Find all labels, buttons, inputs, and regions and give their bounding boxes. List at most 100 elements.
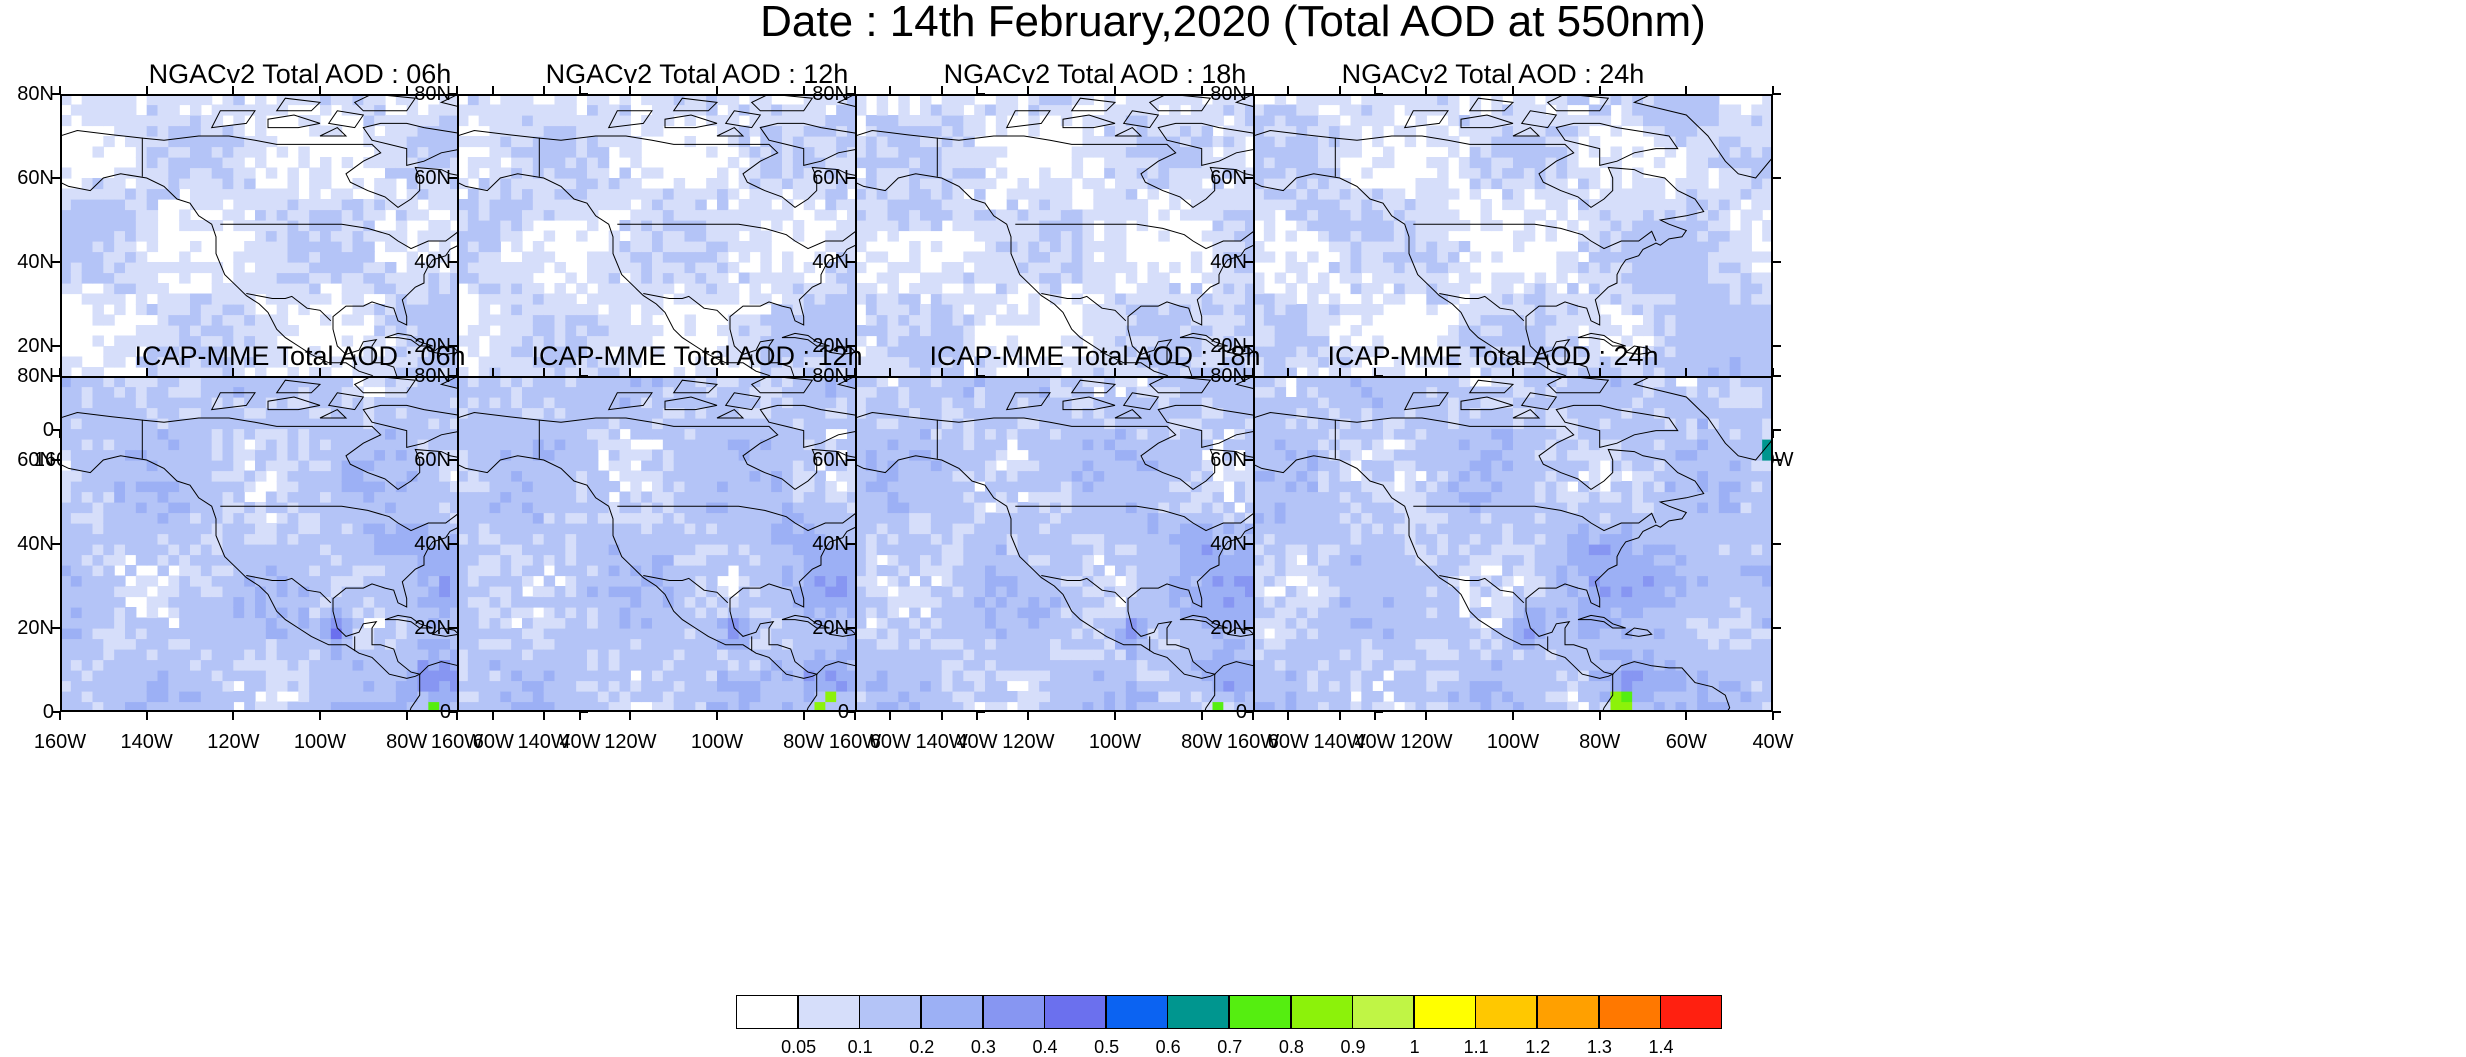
- aod-cell: [706, 262, 717, 273]
- aod-cell: [942, 199, 953, 210]
- aod-cell: [652, 262, 663, 273]
- aod-cell: [1083, 304, 1094, 315]
- aod-cell: [1072, 273, 1083, 284]
- aod-cell: [277, 231, 288, 242]
- aod-cell: [1050, 199, 1061, 210]
- aod-cell: [320, 231, 331, 242]
- aod-cell: [320, 252, 331, 263]
- aod-cell: [255, 252, 266, 263]
- aod-cell: [1286, 210, 1297, 221]
- aod-cell: [750, 220, 761, 231]
- aod-cell: [760, 231, 771, 242]
- aod-cell: [93, 231, 104, 242]
- aod-cell: [587, 199, 598, 210]
- aod-cell: [1383, 199, 1394, 210]
- aod-cell: [555, 96, 566, 105]
- aod-cell: [576, 210, 587, 221]
- aod-cell: [565, 96, 576, 105]
- aod-cell: [931, 189, 942, 200]
- aod-cell: [479, 157, 490, 168]
- aod-cell: [114, 178, 125, 189]
- aod-cell: [1028, 189, 1039, 200]
- aod-cell: [1115, 115, 1126, 126]
- aod-cell: [353, 210, 364, 221]
- aod-cell: [963, 220, 974, 231]
- aod-cell: [1104, 210, 1115, 221]
- aod-cell: [1275, 304, 1286, 315]
- aod-cell: [1061, 220, 1072, 231]
- aod-cell: [942, 115, 953, 126]
- aod-cell: [739, 199, 750, 210]
- aod-cell: [1115, 241, 1126, 252]
- aod-cell: [1632, 262, 1643, 273]
- aod-cell: [1104, 315, 1115, 326]
- aod-cell: [953, 105, 964, 116]
- aod-cell: [511, 96, 522, 105]
- aod-cell: [1104, 325, 1115, 336]
- aod-cell: [974, 315, 985, 326]
- aod-cell: [1481, 210, 1492, 221]
- aod-cell: [630, 178, 641, 189]
- aod-cell: [920, 126, 931, 137]
- aod-cell: [1502, 283, 1513, 294]
- aod-cell: [136, 304, 147, 315]
- aod-cell: [1083, 210, 1094, 221]
- aod-cell: [533, 315, 544, 326]
- aod-cell: [888, 304, 899, 315]
- aod-cell: [609, 304, 620, 315]
- aod-cell: [147, 199, 158, 210]
- aod-cell: [717, 115, 728, 126]
- aod-cell: [1578, 210, 1589, 221]
- aod-cell: [739, 178, 750, 189]
- aod-cell: [1093, 325, 1104, 336]
- aod-cell: [244, 252, 255, 263]
- aod-cell: [652, 126, 663, 137]
- aod-cell: [544, 252, 555, 263]
- aod-cell: [1394, 273, 1405, 284]
- aod-cell: [920, 220, 931, 231]
- aod-cell: [587, 262, 598, 273]
- aod-cell: [996, 147, 1007, 158]
- aod-cell: [1654, 189, 1665, 200]
- aod-cell: [1148, 189, 1159, 200]
- aod-cell: [1307, 294, 1318, 305]
- aod-cell: [1050, 283, 1061, 294]
- aod-cell: [985, 294, 996, 305]
- aod-cell: [909, 178, 920, 189]
- aod-cell: [479, 115, 490, 126]
- aod-cell: [1104, 147, 1115, 158]
- aod-cell: [1307, 210, 1318, 221]
- aod-cell: [1697, 168, 1708, 179]
- aod-cell: [353, 199, 364, 210]
- aod-cell: [598, 105, 609, 116]
- aod-cell: [490, 273, 501, 284]
- aod-cell: [750, 231, 761, 242]
- aod-cell: [888, 325, 899, 336]
- aod-cell: [1426, 96, 1437, 105]
- aod-cell: [82, 105, 93, 116]
- aod-cell: [288, 252, 299, 263]
- aod-cell: [1491, 168, 1502, 179]
- aod-cell: [255, 315, 266, 326]
- aod-cell: [630, 252, 641, 263]
- aod-cell: [609, 283, 620, 294]
- aod-cell: [898, 304, 909, 315]
- aod-cell: [857, 262, 866, 273]
- aod-cell: [1394, 220, 1405, 231]
- aod-cell: [1018, 220, 1029, 231]
- aod-cell: [1039, 178, 1050, 189]
- aod-cell: [920, 273, 931, 284]
- aod-cell: [1275, 199, 1286, 210]
- aod-cell: [468, 220, 479, 231]
- aod-cell: [511, 105, 522, 116]
- aod-cell: [652, 105, 663, 116]
- aod-cell: [1351, 147, 1362, 158]
- aod-cell: [1307, 157, 1318, 168]
- aod-cell: [363, 210, 374, 221]
- aod-cell: [479, 304, 490, 315]
- aod-cell: [168, 325, 179, 336]
- aod-cell: [125, 126, 136, 137]
- aod-cell: [888, 231, 899, 242]
- aod-cell: [1351, 273, 1362, 284]
- aod-cell: [782, 252, 793, 263]
